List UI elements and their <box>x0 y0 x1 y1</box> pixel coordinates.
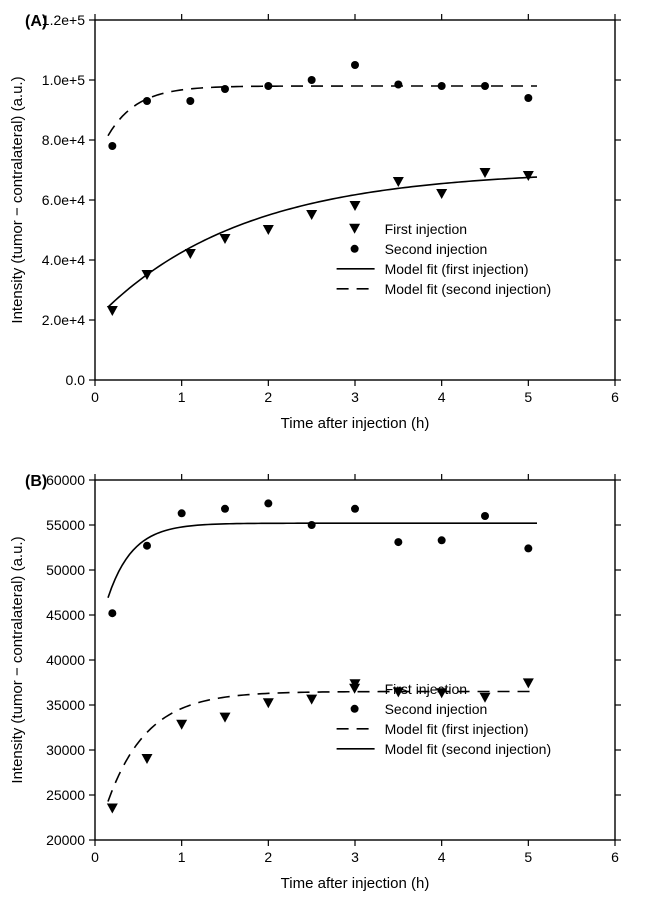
x-tick-label: 5 <box>524 849 532 865</box>
y-tick-label: 0.0 <box>66 372 86 388</box>
fit-curve-second <box>108 86 537 136</box>
y-axis-label: Intensity (tumor − contralateral) (a.u.) <box>9 536 26 783</box>
x-axis-label: Time after injection (h) <box>281 875 430 892</box>
legend-label: First injection <box>385 221 467 237</box>
legend-label: Model fit (first injection) <box>385 261 529 277</box>
x-tick-label: 3 <box>351 849 359 865</box>
y-tick-label: 1.0e+5 <box>42 72 85 88</box>
legend-label: First injection <box>385 681 467 697</box>
y-tick-label: 35000 <box>46 697 85 713</box>
y-tick-label: 40000 <box>46 652 85 668</box>
x-tick-label: 0 <box>91 389 99 405</box>
x-tick-label: 4 <box>438 849 446 865</box>
x-tick-label: 5 <box>524 389 532 405</box>
x-tick-label: 2 <box>264 389 272 405</box>
y-tick-label: 50000 <box>46 562 85 578</box>
legend-label: Second injection <box>385 701 488 717</box>
legend: First injection Second injection Model fit… <box>337 221 552 297</box>
y-tick-label: 8.0e+4 <box>42 132 85 148</box>
series-second <box>108 499 532 617</box>
panel-b-svg: (B) 0 1 2 3 4 5 6 20000 25000 30000 35000 40000 45000… <box>0 460 646 921</box>
y-tick-label: 45000 <box>46 607 85 623</box>
fit-curve-second <box>108 523 537 598</box>
x-axis-label: Time after injection (h) <box>281 415 430 432</box>
y-tick-label: 1.2e+5 <box>42 12 85 28</box>
x-tick-label: 1 <box>178 389 186 405</box>
series-second <box>108 61 532 150</box>
y-tick-label: 30000 <box>46 742 85 758</box>
plot-frame <box>95 20 615 380</box>
x-tick-label: 1 <box>178 849 186 865</box>
legend-label: Second injection <box>385 241 488 257</box>
legend-label: Model fit (second injection) <box>385 281 552 297</box>
y-tick-label: 20000 <box>46 832 85 848</box>
plot-frame <box>95 480 615 840</box>
y-tick-label: 60000 <box>46 472 85 488</box>
panel-letter: (B) <box>25 473 47 490</box>
legend-label: Model fit (second injection) <box>385 741 552 757</box>
y-tick-label: 4.0e+4 <box>42 252 85 268</box>
x-tick-label: 6 <box>611 849 619 865</box>
x-tick-label: 4 <box>438 389 446 405</box>
x-tick-label: 6 <box>611 389 619 405</box>
y-tick-label: 25000 <box>46 787 85 803</box>
y-tick-label: 6.0e+4 <box>42 192 85 208</box>
legend-label: Model fit (first injection) <box>385 721 529 737</box>
y-tick-label: 55000 <box>46 517 85 533</box>
x-tick-label: 2 <box>264 849 272 865</box>
x-tick-label: 3 <box>351 389 359 405</box>
y-tick-label: 2.0e+4 <box>42 312 85 328</box>
x-tick-label: 0 <box>91 849 99 865</box>
panel-a-svg: (A)01234560.02.0e+44.0e+46.0e+48.0e+41.0… <box>0 0 646 460</box>
y-axis-label: Intensity (tumor − contralateral) (a.u.) <box>9 76 26 323</box>
